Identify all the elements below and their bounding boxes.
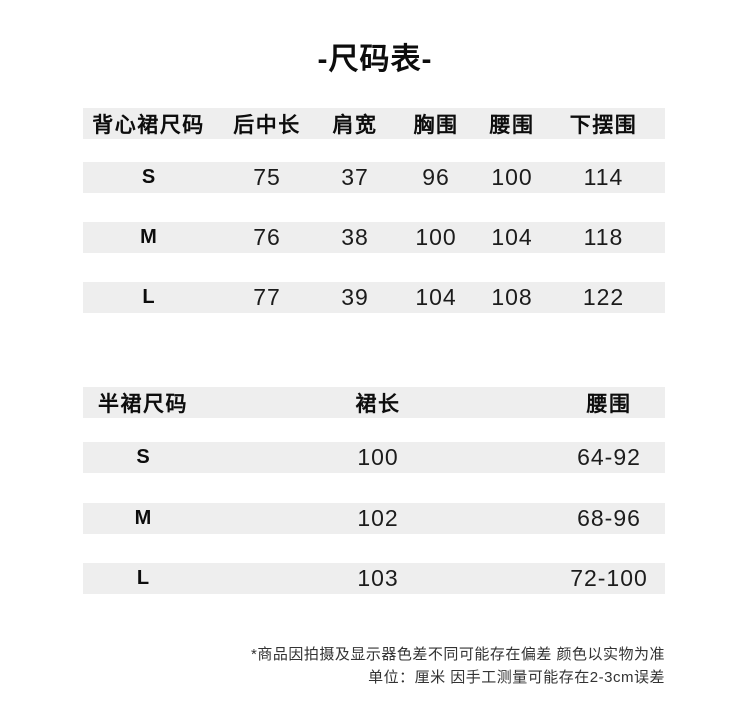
cell-value: 75 [253, 164, 281, 190]
cell-value: 102 [357, 505, 399, 531]
column-header-back-length: 后中长 [233, 113, 301, 137]
cell-value: 100 [357, 444, 399, 470]
cell-value: 68-96 [577, 505, 641, 531]
footnote-color-disclaimer: *商品因拍摄及显示器色差不同可能存在偏差 颜色以实物为准 [250, 646, 665, 663]
skirt-table-header-row: 半裙尺码 裙长 腰围 [83, 387, 665, 418]
size-label: L [142, 286, 155, 308]
page-title: -尺码表- [317, 43, 433, 76]
cell-value: 100 [491, 164, 533, 190]
size-label: L [136, 567, 150, 589]
column-header-waist: 腰围 [489, 113, 535, 137]
footnotes: *商品因拍摄及显示器色差不同可能存在偏差 颜色以实物为准 单位：厘米 因手工测量… [251, 643, 665, 689]
cell-value: 96 [422, 164, 450, 190]
column-header-waist: 腰围 [586, 392, 632, 416]
size-label: S [136, 446, 150, 468]
cell-value: 114 [583, 164, 624, 190]
column-header-skirt-length: 裙长 [355, 392, 401, 416]
column-header-shoulder: 肩宽 [332, 113, 378, 137]
table-row-size-l: L 77 39 104 108 122 [83, 282, 665, 313]
vest-dress-table-header-row: 背心裙尺码 后中长 肩宽 胸围 腰围 下摆围 [83, 108, 665, 139]
cell-value: 76 [253, 224, 281, 250]
table-row-size-l: L 103 72-100 [83, 563, 665, 594]
table-row-size-m: M 76 38 100 104 118 [83, 222, 665, 253]
column-header-bust: 胸围 [413, 113, 459, 137]
cell-value: 108 [491, 284, 533, 310]
cell-value: 38 [341, 224, 369, 250]
size-label: S [141, 166, 156, 188]
column-header-size: 半裙尺码 [98, 392, 188, 416]
cell-value: 72-100 [570, 565, 648, 591]
cell-value: 104 [415, 284, 457, 310]
skirt-size-table: 半裙尺码 裙长 腰围 S 100 64-92 M 102 68-96 L 103… [83, 387, 665, 594]
cell-value: 37 [341, 164, 369, 190]
size-label: M [134, 507, 152, 529]
column-header-hem: 下摆围 [569, 113, 638, 137]
cell-value: 64-92 [577, 444, 641, 470]
footnote-measurement-unit: 单位：厘米 因手工测量可能存在2-3cm误差 [368, 669, 665, 686]
cell-value: 104 [491, 224, 533, 250]
cell-value: 118 [583, 224, 624, 250]
table-row-size-m: M 102 68-96 [83, 503, 665, 534]
table-row-size-s: S 100 64-92 [83, 442, 665, 473]
cell-value: 103 [357, 565, 399, 591]
vest-dress-size-table: 背心裙尺码 后中长 肩宽 胸围 腰围 下摆围 S 75 37 96 100 11… [83, 108, 665, 313]
cell-value: 39 [341, 284, 369, 310]
column-header-size: 背心裙尺码 [92, 113, 205, 137]
cell-value: 122 [582, 284, 625, 310]
cell-value: 77 [253, 284, 281, 310]
size-label: M [140, 226, 157, 248]
table-row-size-s: S 75 37 96 100 114 [83, 162, 665, 193]
cell-value: 100 [415, 224, 457, 250]
